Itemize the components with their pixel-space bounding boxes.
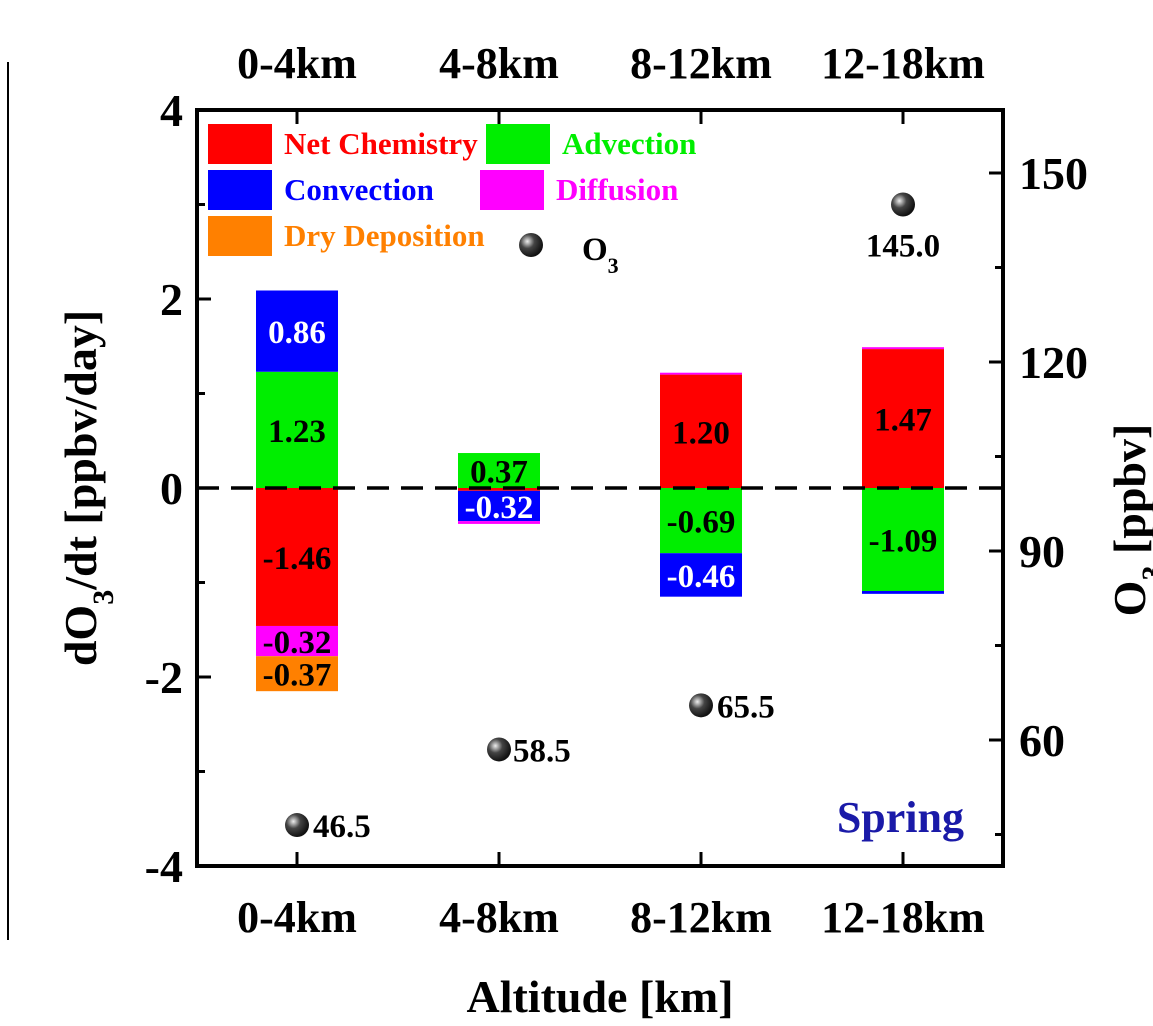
y-tick-label: 4 bbox=[160, 85, 183, 136]
bar-segment bbox=[862, 488, 944, 592]
x-top-label: 4-8km bbox=[439, 39, 559, 88]
y2-tick-label: 60 bbox=[1019, 715, 1065, 766]
o3-value-label: 145.0 bbox=[866, 229, 940, 265]
x-tick-label: 8-12km bbox=[630, 893, 772, 942]
x-top-label: 8-12km bbox=[630, 39, 772, 88]
bar-segment bbox=[862, 347, 944, 350]
bar-segment bbox=[256, 290, 338, 372]
data-label: 0.86 bbox=[268, 315, 326, 351]
bar-segment bbox=[862, 591, 944, 594]
y-tick-label: -2 bbox=[145, 652, 183, 703]
bar-segment bbox=[458, 488, 540, 491]
legend-label: Net Chemistry bbox=[284, 126, 478, 161]
data-label: -1.09 bbox=[869, 524, 938, 560]
legend-label: Diffusion bbox=[556, 172, 678, 207]
y-tick-label: 0 bbox=[160, 463, 183, 514]
x-top-label: 12-18km bbox=[821, 39, 985, 88]
y-tick-label: 2 bbox=[160, 274, 183, 325]
legend-label: Advection bbox=[562, 126, 696, 161]
data-label: 1.23 bbox=[268, 414, 326, 450]
data-label: 1.47 bbox=[874, 403, 932, 439]
o3-marker bbox=[487, 737, 511, 762]
bar-segment bbox=[458, 490, 540, 522]
o3-value-label: 58.5 bbox=[513, 733, 571, 769]
bar-segment bbox=[256, 625, 338, 657]
y2-tick-label: 150 bbox=[1019, 148, 1088, 199]
o3-marker bbox=[285, 813, 309, 838]
legend-swatch bbox=[486, 124, 550, 164]
x-top-label: 0-4km bbox=[237, 39, 357, 88]
bar-segment bbox=[660, 374, 742, 488]
o3-marker bbox=[891, 192, 915, 217]
legend-label: Convection bbox=[284, 172, 434, 207]
y2-tick-label: 90 bbox=[1019, 526, 1065, 577]
o3-marker bbox=[689, 693, 713, 718]
y-tick-label: -4 bbox=[145, 841, 183, 892]
data-label: 0.37 bbox=[470, 455, 528, 491]
legend-o3-label: O3 bbox=[582, 232, 619, 278]
legend-swatch bbox=[208, 124, 272, 164]
x-tick-label: 4-8km bbox=[439, 893, 559, 942]
x-tick-label: 12-18km bbox=[821, 893, 985, 942]
data-label: -1.46 bbox=[263, 541, 332, 577]
bar-segment bbox=[862, 349, 944, 488]
bar-segment bbox=[660, 488, 742, 554]
bar-segment bbox=[256, 488, 338, 626]
legend-swatch bbox=[208, 170, 272, 210]
legend-o3-marker bbox=[519, 233, 543, 257]
legend-swatch bbox=[480, 170, 544, 210]
x-tick-label: 0-4km bbox=[237, 893, 357, 942]
data-label: -0.46 bbox=[667, 559, 736, 595]
data-label: -0.32 bbox=[465, 490, 534, 526]
bar-segment bbox=[458, 521, 540, 524]
bar-segment bbox=[256, 656, 338, 692]
x-axis-title: Altitude [km] bbox=[466, 971, 733, 1022]
data-label: -0.32 bbox=[263, 625, 332, 661]
o3-value-label: 65.5 bbox=[717, 689, 775, 725]
legend-label: Dry Deposition bbox=[284, 218, 485, 253]
bar-segment bbox=[458, 453, 540, 488]
y2-tick-label: 120 bbox=[1019, 337, 1088, 388]
o3-value-label: 46.5 bbox=[313, 809, 371, 845]
y2-axis-title: O3 [ppbv] bbox=[1104, 424, 1153, 617]
data-label: 1.20 bbox=[672, 415, 730, 451]
legend-swatch bbox=[208, 216, 272, 256]
bar-segment bbox=[660, 372, 742, 375]
bar-segment bbox=[256, 371, 338, 488]
data-label: -0.37 bbox=[263, 658, 332, 694]
y-axis-title: dO3/dt [ppbv/day] bbox=[55, 310, 120, 666]
bar-segment bbox=[660, 553, 742, 597]
season-annotation: Spring bbox=[837, 793, 964, 842]
data-label: -0.69 bbox=[667, 505, 736, 541]
